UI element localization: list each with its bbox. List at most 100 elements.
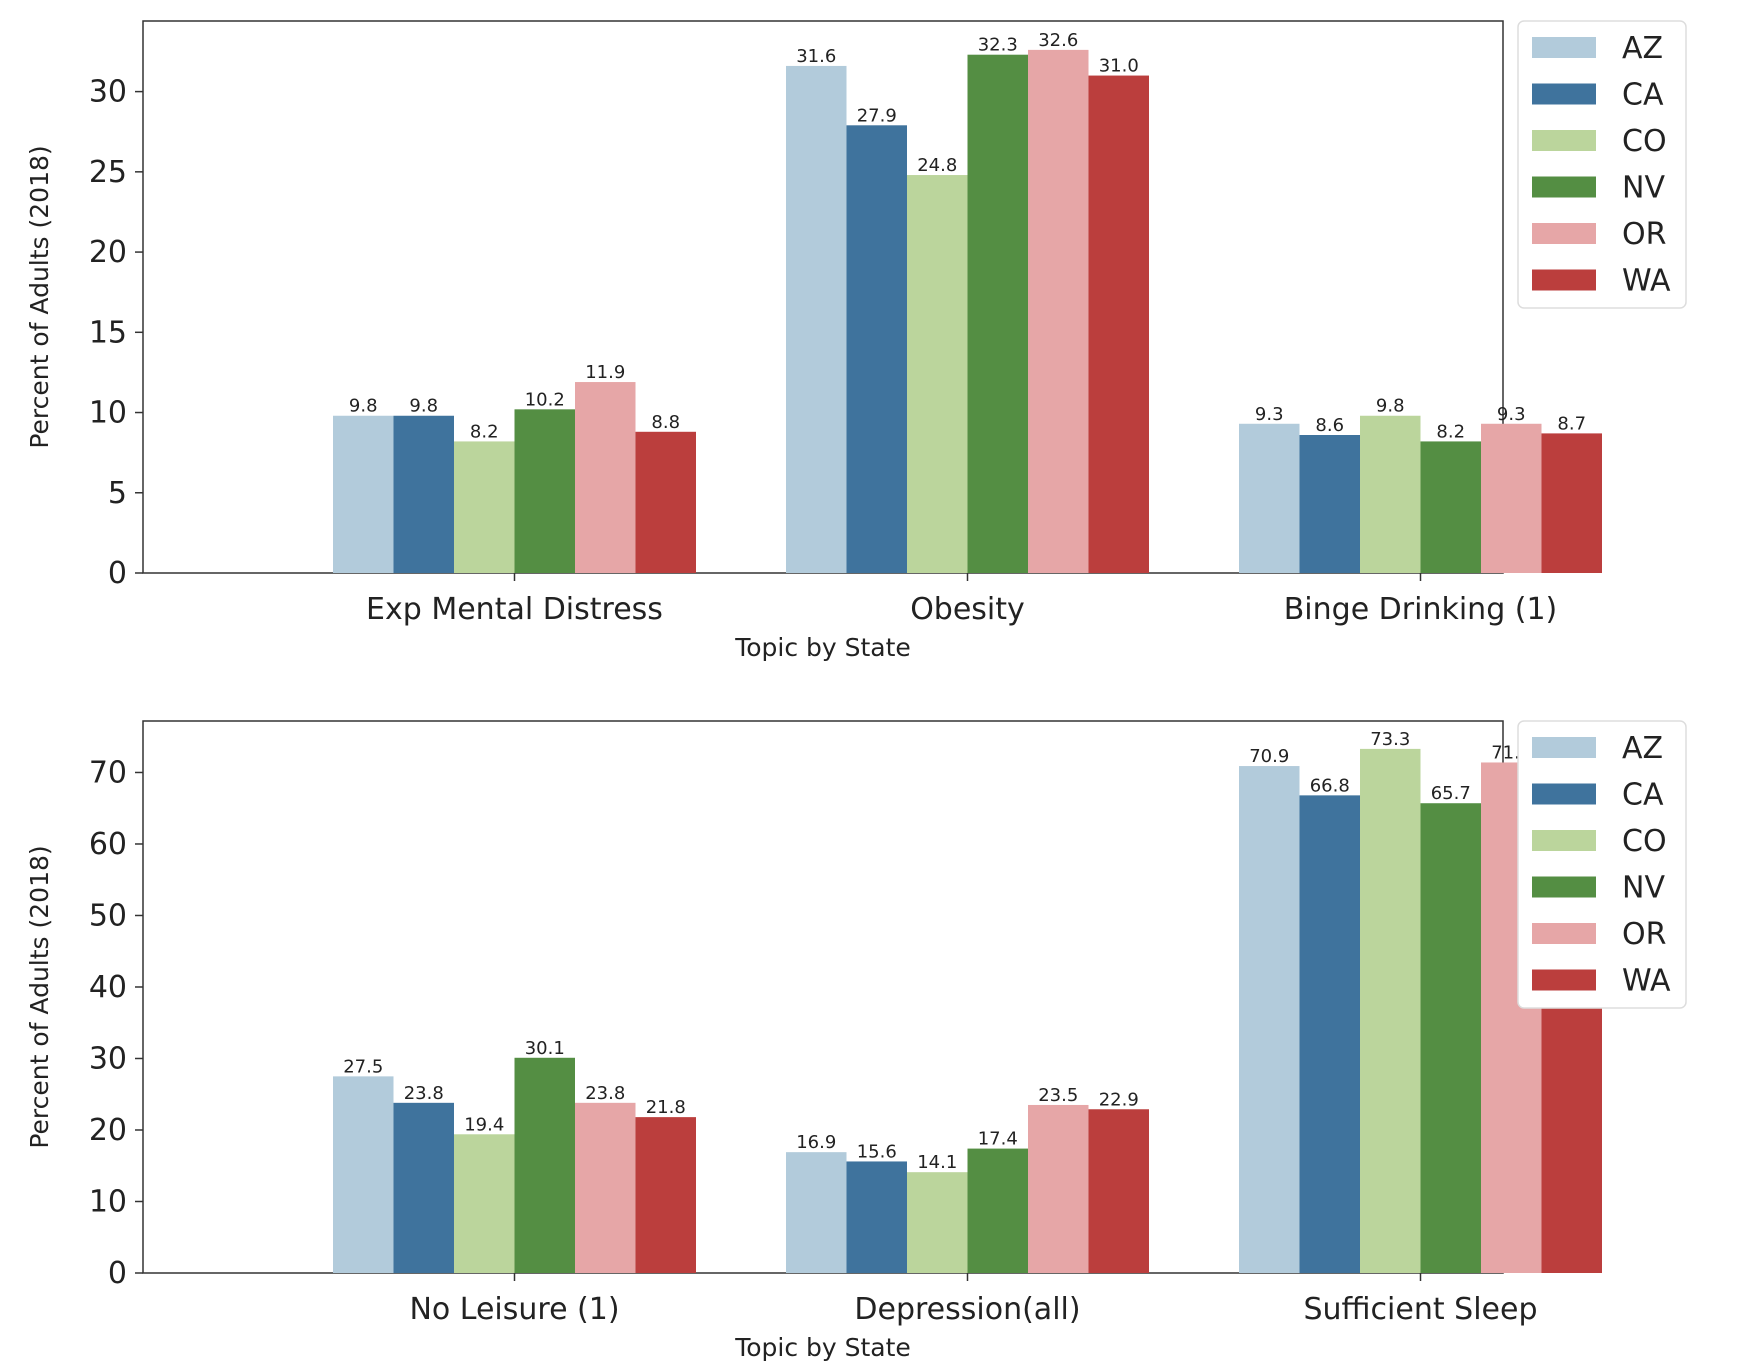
x-axis-title: Topic by State	[734, 633, 911, 662]
legend-label-ca: CA	[1622, 78, 1664, 113]
legend-label-wa: WA	[1622, 964, 1671, 999]
bar-ca	[846, 1161, 907, 1273]
data-label: 27.9	[857, 105, 897, 126]
legend-swatch-ca	[1532, 783, 1596, 805]
bar-wa	[1088, 1109, 1149, 1273]
legend-swatch-co	[1532, 830, 1596, 851]
bar-nv	[967, 54, 1028, 573]
bar-or	[575, 382, 636, 573]
legend-label-ca: CA	[1622, 778, 1664, 813]
x-axis-title: Topic by State	[734, 1333, 911, 1362]
data-label: 31.0	[1099, 56, 1139, 77]
data-label: 23.5	[1038, 1085, 1078, 1106]
y-tick-label: 20	[89, 235, 127, 270]
y-tick-label: 70	[89, 755, 127, 790]
data-label: 8.2	[470, 421, 499, 442]
bar-wa	[1541, 433, 1602, 573]
data-label: 23.8	[404, 1083, 444, 1104]
x-tick-label: No Leisure (1)	[409, 1292, 619, 1327]
bar-az	[786, 65, 847, 573]
y-tick-label: 5	[108, 476, 127, 511]
legend-label-az: AZ	[1622, 31, 1663, 66]
legend-swatch-nv	[1532, 876, 1596, 898]
data-label: 11.9	[585, 362, 625, 383]
legend-swatch-az	[1532, 737, 1596, 758]
data-label: 30.1	[525, 1038, 565, 1059]
data-label: 8.8	[651, 412, 680, 433]
bar-az	[333, 415, 394, 573]
bar-az	[333, 1076, 394, 1273]
bar-or	[1028, 1104, 1089, 1273]
bar-nv	[1420, 803, 1481, 1273]
legend-label-nv: NV	[1622, 171, 1665, 206]
data-label: 16.9	[796, 1132, 836, 1153]
legend: AZ CA CO NV OR WA	[1517, 20, 1687, 309]
chart-panel-2: 0 10 20 30 40 50 60 70 Percent of Adults (2018) N…	[25, 720, 1687, 1362]
y-tick-label: 30	[89, 75, 127, 110]
bar-ca	[846, 125, 907, 574]
bar-ca	[1299, 795, 1360, 1273]
data-label: 32.3	[978, 35, 1018, 56]
data-label: 24.8	[917, 155, 957, 176]
data-label: 10.2	[525, 389, 565, 410]
bar-or	[575, 1102, 636, 1273]
bar-nv	[967, 1148, 1028, 1273]
y-axis-title: Percent of Adults (2018)	[25, 145, 54, 448]
data-label: 15.6	[857, 1141, 897, 1162]
x-tick-label: Depression(all)	[854, 1292, 1080, 1327]
legend-swatch-ca	[1532, 83, 1596, 105]
legend-swatch-nv	[1532, 176, 1596, 198]
bar-ca	[1299, 435, 1360, 573]
y-tick-label: 10	[89, 396, 127, 431]
x-tick-label: Obesity	[910, 592, 1025, 627]
bar-nv	[1420, 441, 1481, 573]
bar-co	[454, 1134, 515, 1273]
y-tick-label: 15	[89, 315, 127, 350]
data-label: 19.4	[464, 1114, 504, 1135]
chart-panel-1: 0 5 10 15 20 25 30 Percent of Adults (2018) Exp …	[25, 20, 1687, 662]
bar-ca	[393, 1102, 454, 1273]
data-label: 8.6	[1315, 415, 1344, 436]
bar-co	[1360, 748, 1421, 1273]
legend-swatch-wa	[1532, 269, 1596, 291]
data-label: 23.8	[585, 1083, 625, 1104]
data-label: 73.3	[1370, 729, 1410, 750]
y-tick-label: 10	[89, 1184, 127, 1219]
legend: AZ CA CO NV OR WA	[1517, 720, 1687, 1009]
y-axis-title: Percent of Adults (2018)	[25, 845, 54, 1148]
y-tick-label: 30	[89, 1041, 127, 1076]
legend-label-az: AZ	[1622, 731, 1663, 766]
data-label: 31.6	[796, 46, 836, 67]
legend-swatch-or	[1532, 923, 1596, 944]
bar-az	[786, 1152, 847, 1273]
y-tick-label: 0	[108, 556, 127, 591]
bar-az	[1239, 766, 1300, 1273]
bar-co	[907, 175, 968, 573]
y-tick-label: 40	[89, 970, 127, 1005]
y-tick-label: 20	[89, 1113, 127, 1148]
bar-wa	[635, 1117, 696, 1273]
data-label: 65.7	[1431, 783, 1471, 804]
bar-ca	[393, 415, 454, 573]
bar-az	[1239, 423, 1300, 573]
y-tick-label: 0	[108, 1256, 127, 1291]
data-label: 14.1	[917, 1152, 957, 1173]
data-label: 8.7	[1557, 413, 1586, 434]
legend-label-nv: NV	[1622, 871, 1665, 906]
data-label: 9.3	[1497, 404, 1526, 425]
legend-swatch-wa	[1532, 969, 1596, 991]
data-label: 9.3	[1255, 404, 1284, 425]
data-label: 70.9	[1249, 746, 1289, 767]
bar-wa	[1088, 75, 1149, 573]
bar-co	[1360, 415, 1421, 573]
bar-nv	[514, 1057, 575, 1273]
legend-swatch-az	[1532, 37, 1596, 58]
legend-label-wa: WA	[1622, 264, 1671, 299]
legend-label-or: OR	[1622, 217, 1666, 252]
data-label: 66.8	[1310, 775, 1350, 796]
bar-nv	[514, 409, 575, 573]
x-tick-label: Binge Drinking (1)	[1284, 592, 1558, 627]
data-label: 9.8	[1376, 396, 1405, 417]
